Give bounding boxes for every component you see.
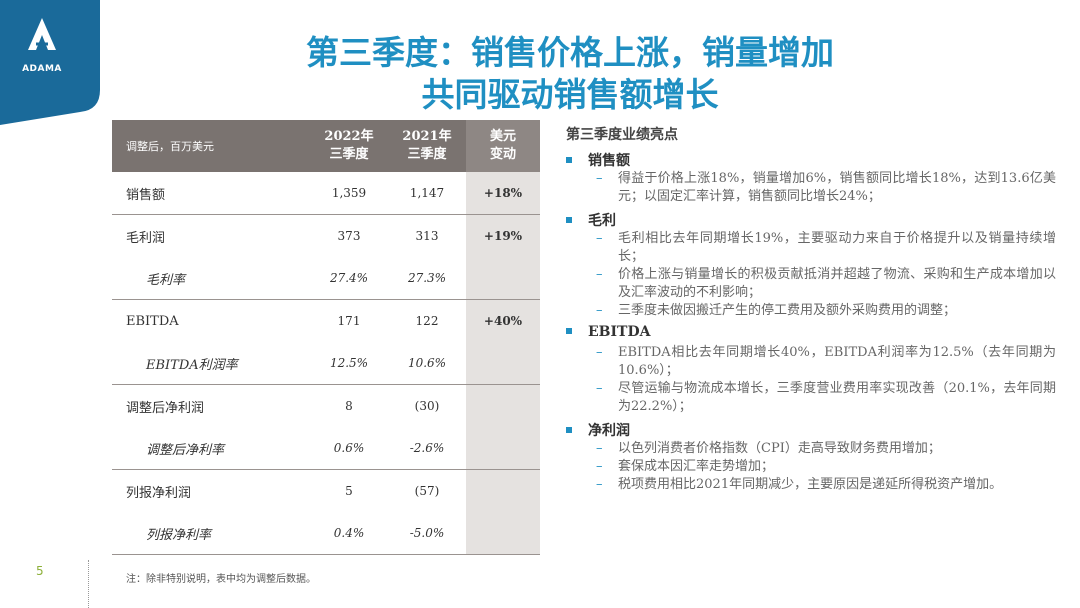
col-2021-header: 2021年 三季度 bbox=[402, 129, 452, 162]
square-bullet-icon bbox=[566, 217, 572, 223]
row-label: 列报净利率 bbox=[146, 527, 212, 543]
footnote: 注：除非特别说明，表中均为调整后数据。 bbox=[126, 574, 316, 585]
row-label: 调整后净利润 bbox=[126, 400, 205, 416]
table-divider bbox=[112, 299, 540, 300]
list-item: – 以色列消费者价格指数（CPI）走高导致财务费用增加； bbox=[596, 441, 941, 456]
table-row: 调整后净利率 0.6% -2.6% bbox=[112, 427, 540, 469]
value-2021: 10.6% bbox=[407, 356, 447, 370]
title-line-1: 第三季度：销售价格上涨，销量增加 bbox=[306, 33, 834, 72]
row-label: 毛利润 bbox=[126, 230, 166, 246]
unit-header: 调整后，百万美元 bbox=[126, 140, 214, 153]
table-row: EBITDA利润率 12.5% 10.6% bbox=[112, 342, 540, 384]
table-row: 毛利率 27.4% 27.3% bbox=[112, 257, 540, 299]
value-change bbox=[466, 257, 540, 299]
value-2022: 0.4% bbox=[333, 526, 365, 540]
value-2022: 0.6% bbox=[333, 441, 365, 455]
financial-table: 调整后，百万美元 2022年 三季度 2021年 三季度 美元 变动 销售额 1,35… bbox=[112, 120, 540, 555]
dash-icon: – bbox=[596, 381, 603, 396]
list-item: – 套保成本因汇率走势增加； bbox=[596, 459, 775, 474]
value-2022: 27.4% bbox=[329, 271, 369, 285]
section-heading: 净利润 bbox=[588, 423, 630, 439]
value-2021: 1,147 bbox=[409, 186, 445, 200]
table-row: 列报净利润 5 (57) bbox=[112, 470, 540, 512]
value-2022: 171 bbox=[337, 314, 361, 328]
brand-logo-corner: ADAMA bbox=[0, 0, 100, 125]
dash-icon: – bbox=[596, 459, 603, 474]
square-bullet-icon bbox=[566, 427, 572, 433]
value-2022: 8 bbox=[345, 399, 353, 413]
dash-icon: – bbox=[596, 171, 603, 186]
square-bullet-icon bbox=[566, 157, 572, 163]
table-divider bbox=[112, 554, 540, 555]
value-change: +40% bbox=[466, 300, 540, 342]
highlight-section: 销售额 – 得益于价格上涨18%，销量增加6%，销售额同比增长18%，达到13.6… bbox=[566, 150, 1056, 206]
page-title: 第三季度：销售价格上涨，销量增加 共同驱动销售额增长 bbox=[230, 32, 910, 116]
table-row: 列报净利率 0.4% -5.0% bbox=[112, 512, 540, 554]
value-change bbox=[466, 512, 540, 554]
value-2021: (57) bbox=[414, 484, 440, 498]
row-label: 毛利率 bbox=[146, 272, 186, 288]
row-label: 列报净利润 bbox=[126, 485, 192, 501]
table-row: 销售额 1,359 1,147 +18% bbox=[112, 172, 540, 214]
value-2021: (30) bbox=[414, 399, 440, 413]
dash-icon: – bbox=[596, 231, 603, 246]
value-2021: 313 bbox=[415, 229, 439, 243]
value-2021: 122 bbox=[415, 314, 439, 328]
list-item: – 尽管运输与物流成本增长，三季度营业费用率实现改善（20.1%，去年同期为22.… bbox=[596, 381, 1056, 414]
footer-divider bbox=[88, 560, 89, 608]
table-header: 调整后，百万美元 2022年 三季度 2021年 三季度 美元 变动 bbox=[112, 120, 540, 172]
list-item: – 税项费用相比2021年同期减少，主要原因是递延所得税资产增加。 bbox=[596, 477, 1003, 492]
value-change: +18% bbox=[466, 172, 540, 214]
highlight-section: EBITDA – EBITDA相比去年同期增长40%，EBITDA利润率为12.5… bbox=[566, 324, 1056, 416]
section-heading: 销售额 bbox=[588, 153, 630, 169]
logo-text: ADAMA bbox=[22, 64, 62, 74]
table-divider bbox=[112, 469, 540, 470]
dash-icon: – bbox=[596, 477, 603, 492]
highlights-title: 第三季度业绩亮点 bbox=[566, 127, 678, 143]
title-line-2: 共同驱动销售额增长 bbox=[421, 75, 719, 114]
page-number: 5 bbox=[36, 564, 44, 578]
value-2022: 5 bbox=[345, 484, 353, 498]
dash-icon: – bbox=[596, 303, 603, 318]
dash-icon: – bbox=[596, 441, 603, 456]
row-label: EBITDA利润率 bbox=[146, 357, 238, 373]
col-2022-header: 2022年 三季度 bbox=[324, 129, 374, 162]
highlight-section: 净利润 – 以色列消费者价格指数（CPI）走高导致财务费用增加； – 套保成本因汇率… bbox=[566, 420, 1056, 494]
value-2022: 1,359 bbox=[331, 186, 367, 200]
table-row: 毛利润 373 313 +19% bbox=[112, 215, 540, 257]
col-change-header: 美元 变动 bbox=[466, 120, 540, 172]
value-2021: 27.3% bbox=[407, 271, 447, 285]
value-change bbox=[466, 427, 540, 469]
list-item: – 价格上涨与销量增长的积极贡献抵消并超越了物流、采购和生产成本增加以及汇率波动的… bbox=[596, 267, 1056, 300]
value-change bbox=[466, 470, 540, 512]
value-change bbox=[466, 385, 540, 427]
row-label: 销售额 bbox=[126, 187, 166, 203]
list-item: – 毛利相比去年同期增长19%，主要驱动力来自于价格提升以及销量持续增长； bbox=[596, 231, 1056, 264]
table-divider bbox=[112, 384, 540, 385]
list-item: – 得益于价格上涨18%，销量增加6%，销售额同比增长18%，达到13.6亿美元；… bbox=[596, 171, 1056, 204]
value-2022: 373 bbox=[337, 229, 361, 243]
section-heading: EBITDA bbox=[588, 324, 651, 340]
list-item: – EBITDA相比去年同期增长40%，EBITDA利润率为12.5%（去年同期为… bbox=[596, 345, 1056, 378]
value-2022: 12.5% bbox=[329, 356, 369, 370]
dash-icon: – bbox=[596, 345, 603, 360]
square-bullet-icon bbox=[566, 328, 572, 334]
value-2021: -5.0% bbox=[409, 526, 445, 540]
highlight-section: 毛利 – 毛利相比去年同期增长19%，主要驱动力来自于价格提升以及销量持续增长； … bbox=[566, 210, 1056, 320]
table-row: EBITDA 171 122 +40% bbox=[112, 300, 540, 342]
dash-icon: – bbox=[596, 267, 603, 282]
table-row: 调整后净利润 8 (30) bbox=[112, 385, 540, 427]
highlights-panel: 第三季度业绩亮点 销售额 – 得益于价格上涨18%，销量增加6%，销售额同比增长1… bbox=[566, 124, 1056, 494]
section-heading: 毛利 bbox=[588, 213, 616, 229]
logo-background-shape bbox=[0, 0, 100, 125]
row-label: 调整后净利率 bbox=[146, 442, 225, 458]
table-divider bbox=[112, 214, 540, 215]
list-item: – 三季度未做因搬迁产生的停工费用及额外采购费用的调整； bbox=[596, 303, 957, 318]
row-label: EBITDA bbox=[126, 313, 179, 329]
value-2021: -2.6% bbox=[409, 441, 445, 455]
value-change: +19% bbox=[466, 215, 540, 257]
adama-logo-icon bbox=[28, 18, 56, 50]
value-change bbox=[466, 342, 540, 384]
